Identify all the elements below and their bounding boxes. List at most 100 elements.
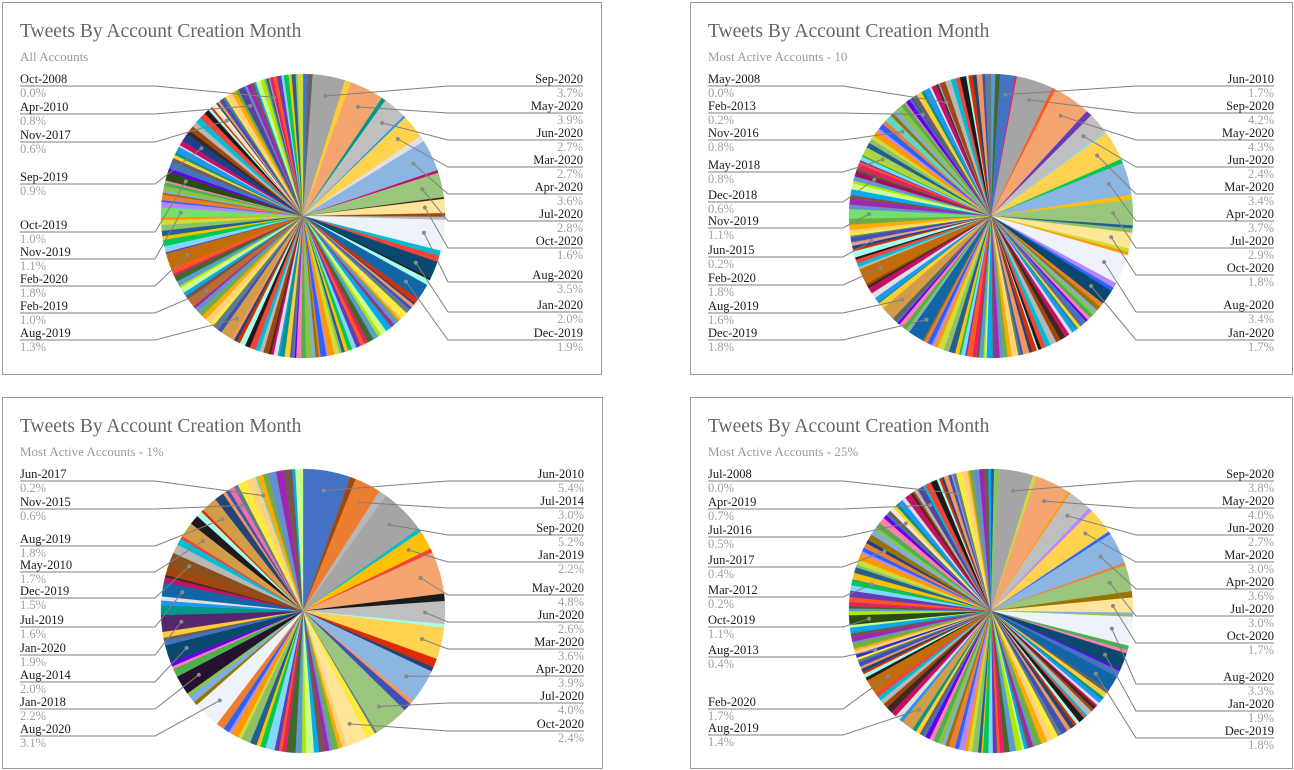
leader-line — [20, 621, 182, 656]
leader-line — [20, 318, 238, 341]
slice-label-value: 2.4% — [558, 731, 584, 745]
leader-dot — [204, 288, 209, 293]
slice-label-value: 3.1% — [20, 736, 46, 750]
chart-title: Tweets By Account Creation Month — [20, 21, 302, 42]
slice-label-value: 1.8% — [20, 546, 46, 560]
slice-label-name: May-2018 — [708, 158, 760, 172]
leader-line — [20, 181, 187, 233]
leader-dot — [1011, 488, 1016, 493]
slice-label-name: Jun-2020 — [537, 608, 584, 622]
slice-label-value: 1.7% — [708, 709, 734, 723]
pie-slices — [848, 468, 1134, 754]
pie-slice-other — [988, 468, 992, 612]
leader-line — [708, 504, 931, 510]
slice-label-name: Aug-2020 — [1223, 298, 1274, 312]
slice-label-name: Nov-2019 — [708, 214, 759, 228]
leader-line — [20, 591, 183, 628]
leader-dot — [1111, 211, 1116, 216]
pie-labels: Jun-20101.7%Sep-20204.2%May-20204.3%Jun-… — [708, 72, 1274, 354]
leader-line — [1100, 556, 1274, 590]
leader-line — [325, 85, 583, 97]
pie-labels: Jun-20105.4%Jul-20143.0%Sep-20205.2%Jan-… — [20, 467, 585, 750]
slice-label-name: Jun-2017 — [708, 553, 755, 567]
slice-label-name: Jun-2010 — [537, 467, 584, 481]
leader-dot — [420, 187, 425, 192]
slice-label-value: 3.6% — [558, 649, 584, 663]
leader-dot — [224, 118, 229, 123]
slice-label-value: 3.3% — [1248, 684, 1274, 698]
slice-label-value: 2.7% — [557, 167, 583, 181]
slice-label-value: 3.6% — [557, 194, 583, 208]
leader-line — [20, 105, 251, 115]
leader-line — [1090, 285, 1274, 341]
leader-line — [1083, 135, 1274, 168]
slice-label-name: Oct-2019 — [708, 613, 755, 627]
slice-label-value: 0.6% — [708, 202, 734, 216]
leader-dot — [1106, 182, 1111, 186]
leader-dot — [356, 500, 361, 505]
leader-line — [424, 612, 584, 623]
leader-dot — [187, 564, 192, 569]
slice-label-name: Jul-2016 — [708, 523, 752, 537]
slice-label-value: 1.4% — [708, 735, 734, 749]
leader-line — [708, 675, 889, 710]
leader-line — [708, 583, 873, 598]
leader-line — [708, 159, 883, 173]
slice-label-name: Oct-2020 — [536, 234, 583, 248]
leader-dot — [1081, 134, 1086, 139]
leader-line — [20, 147, 202, 185]
leader-line — [1109, 582, 1274, 617]
slice-label-value: 0.0% — [708, 481, 734, 495]
slice-label-value: 3.6% — [1248, 589, 1274, 603]
slice-label-value: 4.2% — [1248, 113, 1274, 127]
leader-dot — [347, 721, 352, 726]
leader-dot — [928, 503, 933, 508]
leader-dot — [1093, 671, 1098, 676]
slice-label-name: Dec-2019 — [534, 326, 583, 340]
leader-line — [708, 523, 906, 538]
slice-label-name: Jan-2019 — [538, 548, 584, 562]
slice-label-value: 1.8% — [1248, 275, 1274, 289]
slice-label-value: 1.3% — [20, 340, 46, 354]
leader-line — [323, 480, 584, 492]
slice-label-value: 3.0% — [558, 508, 584, 522]
leader-line — [20, 480, 264, 497]
slice-label-name: Jun-2020 — [536, 126, 583, 140]
slice-label-value: 0.8% — [20, 114, 46, 128]
leader-line — [20, 647, 187, 683]
leader-line — [708, 112, 924, 116]
leader-line — [397, 138, 583, 168]
leader-dot — [1098, 554, 1103, 559]
slice-label-name: Apr-2019 — [708, 495, 756, 509]
leader-line — [20, 212, 182, 260]
leader-dot — [1103, 652, 1108, 657]
leader-line — [1111, 628, 1274, 685]
leader-dot — [1111, 604, 1115, 608]
slice-label-value: 1.7% — [1248, 86, 1274, 100]
leader-line — [708, 618, 870, 628]
leader-line — [20, 518, 223, 547]
leader-dot — [900, 297, 905, 302]
slice-label-value: 1.7% — [1248, 340, 1274, 354]
slice-label-name: Dec-2019 — [708, 326, 757, 340]
leader-line — [20, 505, 242, 510]
leader-dot — [1109, 626, 1114, 631]
